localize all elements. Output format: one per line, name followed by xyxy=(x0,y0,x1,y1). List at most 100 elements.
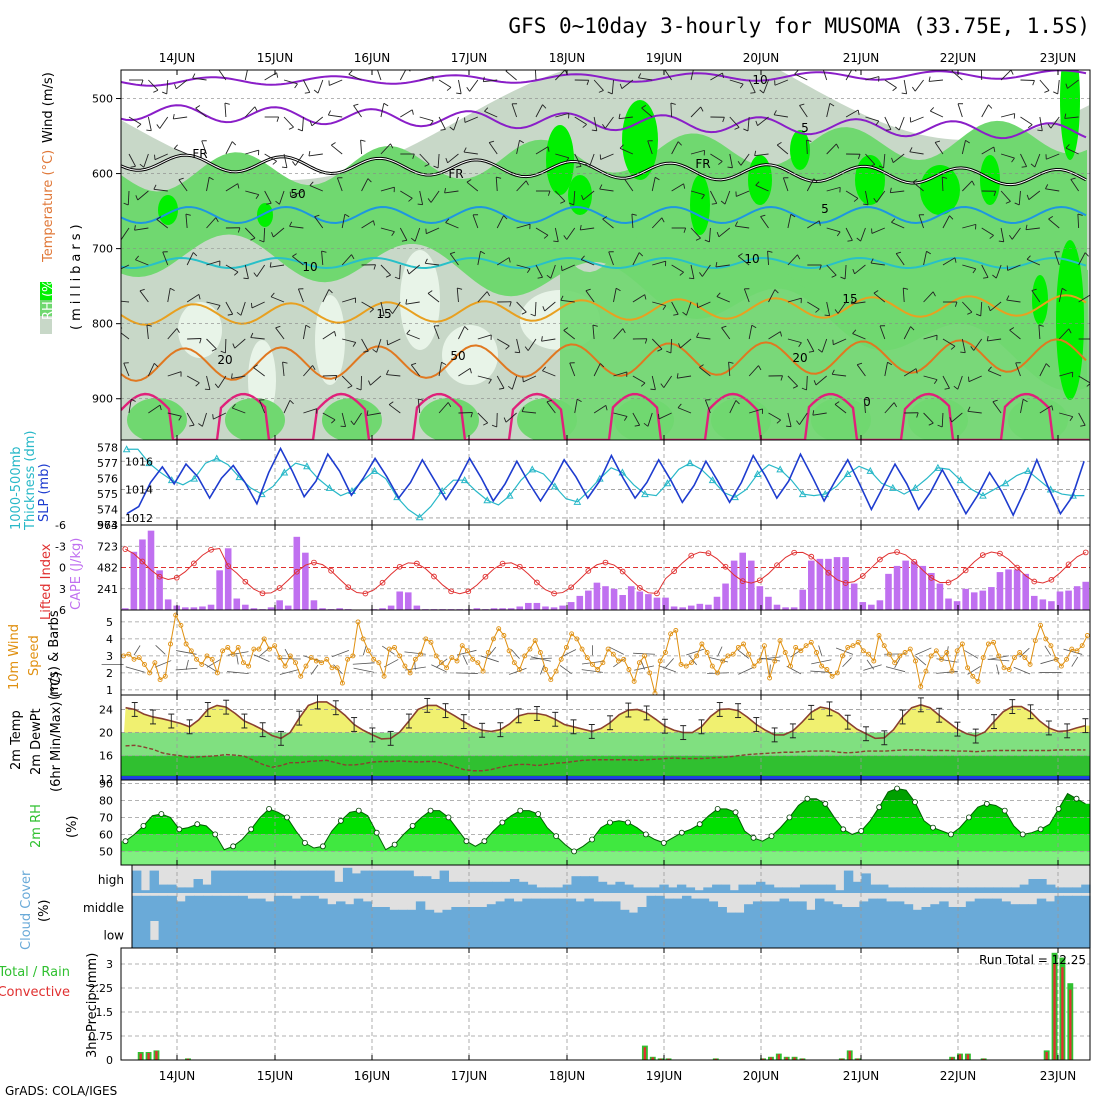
wind-barb-flag xyxy=(619,83,623,89)
precip-convective-bar xyxy=(950,1057,954,1060)
cloud-cell xyxy=(386,870,397,893)
wind-barb-flag xyxy=(272,160,277,165)
rh2m-point xyxy=(876,804,883,811)
wind-barb-flag xyxy=(711,203,717,205)
thickness-point xyxy=(1001,479,1010,487)
wind10-point xyxy=(944,650,950,655)
wind-barb xyxy=(406,333,420,340)
cloud-cell xyxy=(584,921,594,948)
wind-barb-flag xyxy=(305,324,311,329)
wind-barb-flag xyxy=(542,104,547,109)
cloud-cell xyxy=(1046,884,1056,893)
wind-barb-flag xyxy=(408,70,411,72)
wind-barb xyxy=(275,327,285,340)
wind-barb xyxy=(342,338,356,343)
wind10-point xyxy=(168,641,173,647)
wind-barb-flag xyxy=(622,328,626,334)
wind10-barb xyxy=(133,645,141,656)
wind-barb-flag xyxy=(755,181,760,186)
wind-barb-flag xyxy=(360,139,366,142)
cloud-cell xyxy=(975,887,986,893)
wind-barb xyxy=(981,146,995,155)
pressure-tick-label: 700 xyxy=(92,243,113,256)
wind-barb xyxy=(912,181,924,192)
wind-barb-flag xyxy=(535,66,540,67)
wind-barb-flag xyxy=(737,160,742,166)
cape-bar xyxy=(542,606,549,610)
wind-barb-flag xyxy=(542,366,546,372)
wind10-barb xyxy=(608,646,624,655)
cloud-cell xyxy=(238,921,248,948)
top-day-labels: 14JUN 15JUN 16JUN 17JUN 18JUN 19JUN 20JUN 21JUN… xyxy=(159,51,1077,65)
wind-barb-flag xyxy=(266,202,272,205)
cloud-cell xyxy=(263,870,274,893)
wind-barb-flag xyxy=(909,147,913,153)
cloud-cell xyxy=(378,870,388,893)
cloud-cell xyxy=(699,898,710,921)
panel-background xyxy=(121,610,1090,695)
wind-barb xyxy=(516,301,527,313)
wind-barb-flag xyxy=(1011,157,1015,163)
wind10-point xyxy=(1043,636,1049,642)
cape-bar xyxy=(207,604,215,610)
wind-barb xyxy=(690,70,694,81)
wind-barb-flag xyxy=(891,157,894,163)
cloud-cell xyxy=(602,921,612,948)
wind-barb xyxy=(1078,252,1086,266)
wind-barb xyxy=(256,264,266,277)
wind10-point xyxy=(850,643,856,649)
wind-barb xyxy=(613,412,628,417)
wind-barb-flag xyxy=(350,420,355,426)
wind10-point xyxy=(194,656,199,662)
wind10-barb xyxy=(125,666,145,673)
wind-barb-flag xyxy=(986,335,989,342)
wind-barb-flag xyxy=(857,154,861,160)
cloud-cell xyxy=(868,898,878,921)
cape-tick-label: 482 xyxy=(97,562,118,575)
wind-barb xyxy=(651,217,663,229)
wind-barb xyxy=(884,116,892,130)
cloud-cell xyxy=(859,921,869,948)
lifted-index-point xyxy=(739,578,746,584)
wind-barb xyxy=(1039,79,1050,91)
cloud-cell xyxy=(256,921,266,948)
wind10-point xyxy=(647,670,653,676)
cloud-cell xyxy=(632,887,643,893)
precip-convective-bar xyxy=(777,1054,780,1060)
cape-bar xyxy=(164,599,172,610)
wind10-point xyxy=(1022,655,1028,661)
wind-barb xyxy=(505,412,517,423)
wind-barb xyxy=(175,79,188,90)
cloud-cell xyxy=(548,921,559,948)
wind10-barb xyxy=(738,666,754,675)
cloud-cell xyxy=(219,870,230,893)
cape-bar xyxy=(722,583,729,610)
lifted-index-point xyxy=(345,584,352,591)
lifted-index-point xyxy=(962,567,969,574)
cape-bar xyxy=(859,602,867,610)
cape-bar xyxy=(885,573,892,610)
cloud-cell xyxy=(606,884,616,893)
wind-barb-flag xyxy=(972,268,977,274)
thickness-point xyxy=(167,476,176,484)
wind10-point xyxy=(1012,655,1017,661)
wind-barb-flag xyxy=(259,239,265,243)
wind10-point xyxy=(188,648,194,654)
wind-barb-flag xyxy=(408,197,413,202)
cloud-cell xyxy=(903,904,914,921)
wind10-barb xyxy=(1071,656,1079,667)
cloud-cell xyxy=(575,901,585,921)
rh2m-point xyxy=(768,833,775,839)
cape-bar xyxy=(224,548,232,610)
isotherm-10 xyxy=(121,256,1087,270)
wind10-barb xyxy=(279,669,300,675)
wind10-barb xyxy=(759,656,781,660)
wind-barb-flag xyxy=(115,296,117,301)
wind-barb xyxy=(799,105,808,118)
wind-barb xyxy=(206,375,211,390)
wind10-point xyxy=(928,653,934,659)
wind10-point xyxy=(683,663,689,669)
wind-barb xyxy=(206,301,221,306)
